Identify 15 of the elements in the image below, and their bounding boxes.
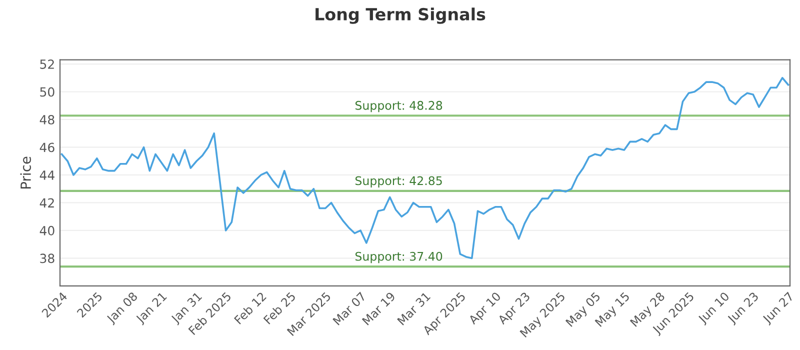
ref-line-label: Support: 48.28 bbox=[355, 100, 442, 112]
y-axis-title: Price bbox=[20, 156, 31, 188]
chart-title: Long Term Signals bbox=[316, 8, 486, 24]
y-tick-label: 46 bbox=[40, 142, 54, 152]
y-tick-label: 44 bbox=[40, 170, 54, 180]
ref-line-label: Support: 42.85 bbox=[355, 176, 442, 188]
y-tick-label: 50 bbox=[40, 87, 54, 97]
x-tick-label: Jun 27 bbox=[762, 292, 796, 326]
y-tick-label: 38 bbox=[40, 254, 54, 264]
y-tick-label: 42 bbox=[40, 198, 54, 208]
ref-line-label: Support: 37.40 bbox=[355, 252, 442, 264]
y-tick-label: 48 bbox=[40, 114, 54, 124]
y-tick-label: 52 bbox=[40, 59, 54, 69]
x-tick-label: Mar 31 bbox=[396, 292, 431, 326]
y-tick-label: 40 bbox=[40, 226, 54, 236]
